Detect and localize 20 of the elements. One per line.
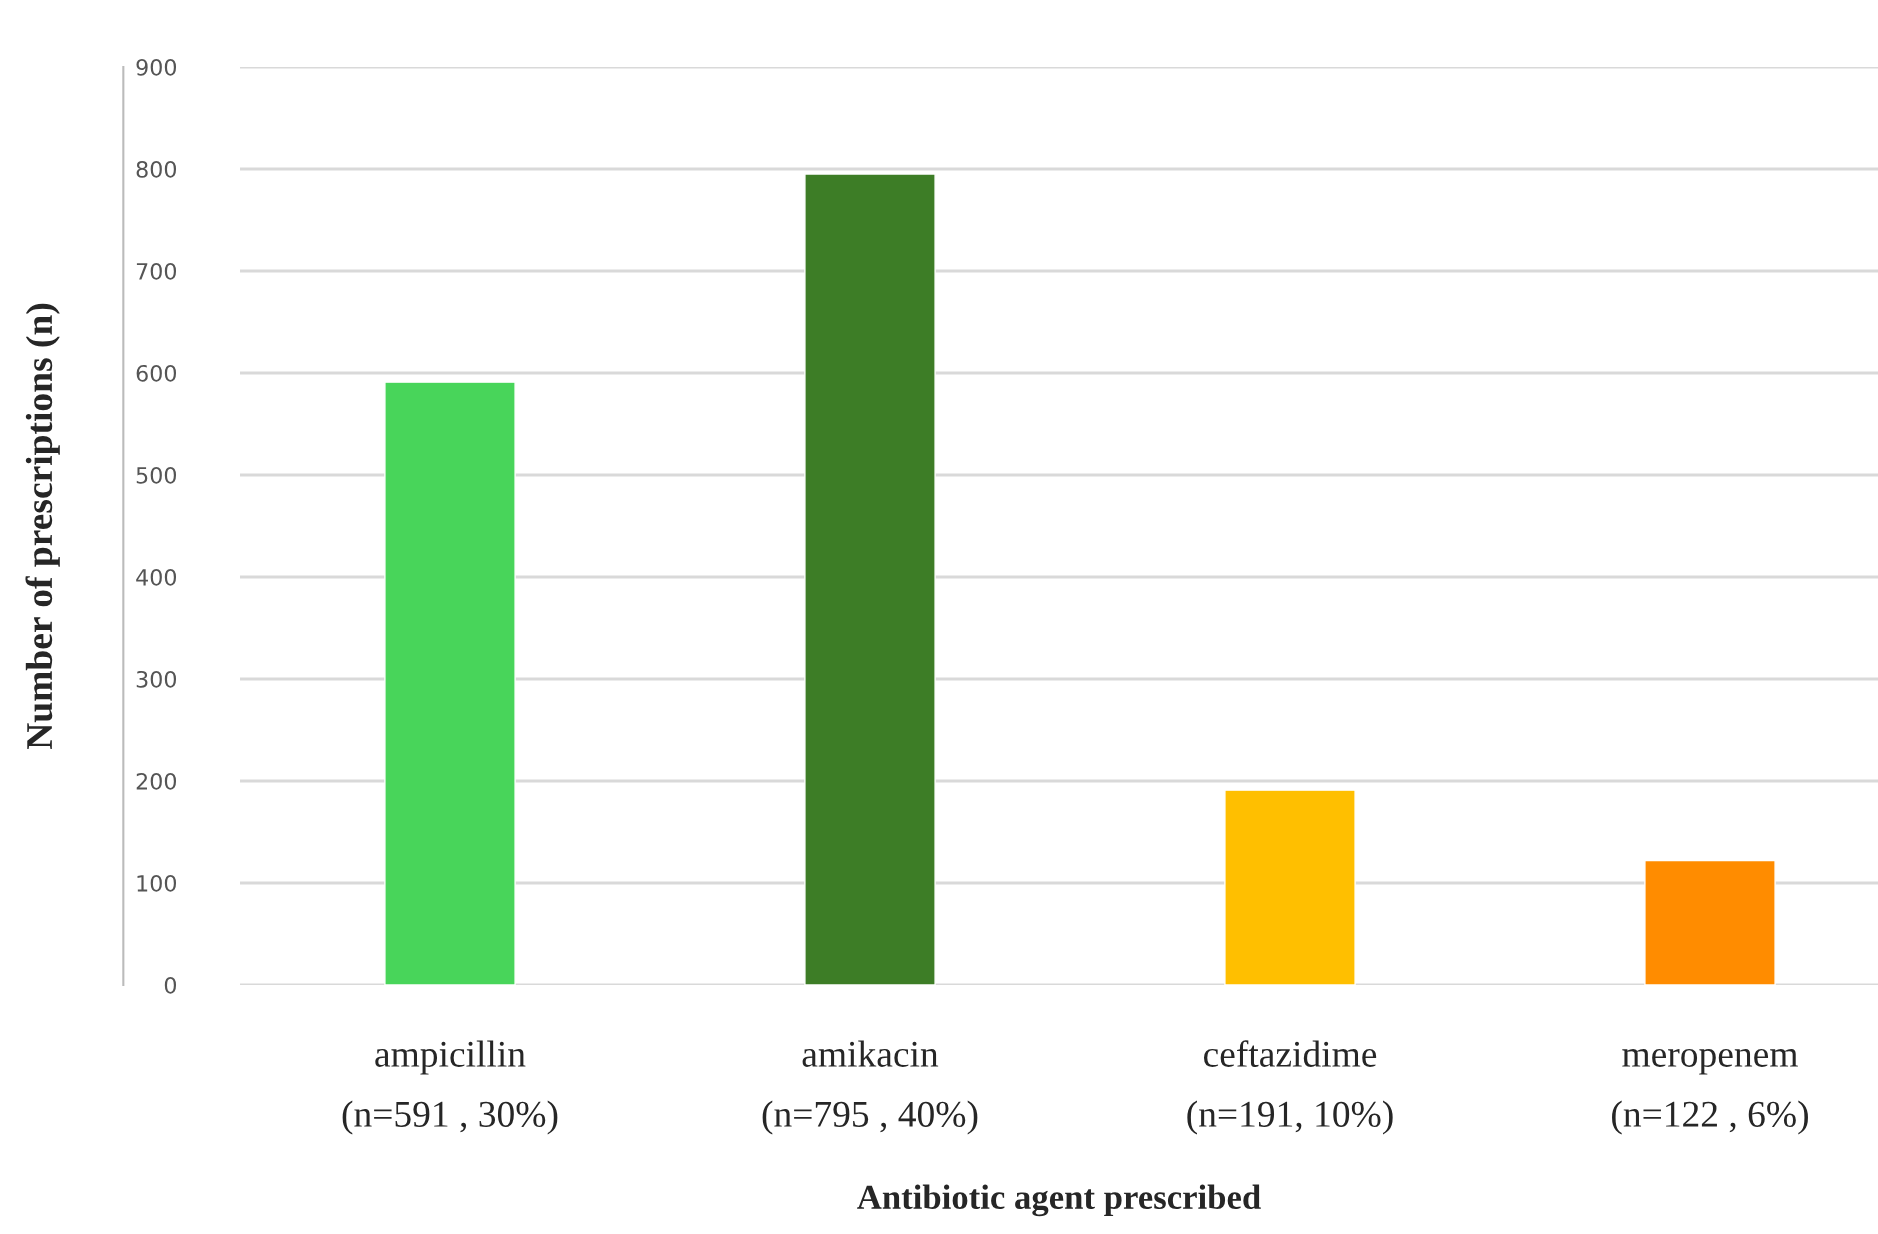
y-tick-label: 600 xyxy=(136,364,177,382)
bar xyxy=(804,173,936,985)
x-tick-label: ampicillin (n=591 , 30%) xyxy=(342,1040,558,1135)
bar xyxy=(384,381,516,985)
y-tick-label: 900 xyxy=(136,58,177,76)
bar xyxy=(1224,789,1356,985)
y-tick-label: 700 xyxy=(136,262,177,280)
y-tick-label: 800 xyxy=(136,160,177,178)
y-tick-label: 100 xyxy=(137,874,177,892)
y-tick-label: 400 xyxy=(136,568,177,586)
y-axis-title: Number of prescriptions (n) xyxy=(25,303,60,750)
y-tick-label: 0 xyxy=(164,976,177,994)
bar xyxy=(1644,859,1776,985)
x-axis-title: Antibiotic agent prescribed xyxy=(857,1184,1261,1217)
y-tick-label: 300 xyxy=(136,670,177,688)
x-tick-label: ceftazidime (n=191, 10%) xyxy=(1187,1040,1393,1135)
x-tick-label: amikacin (n=795 , 40%) xyxy=(762,1040,978,1135)
y-tick-label: 200 xyxy=(136,772,177,790)
y-tick-label: 500 xyxy=(136,466,177,484)
x-tick-label: meropenem (n=122 , 6%) xyxy=(1612,1048,1808,1135)
